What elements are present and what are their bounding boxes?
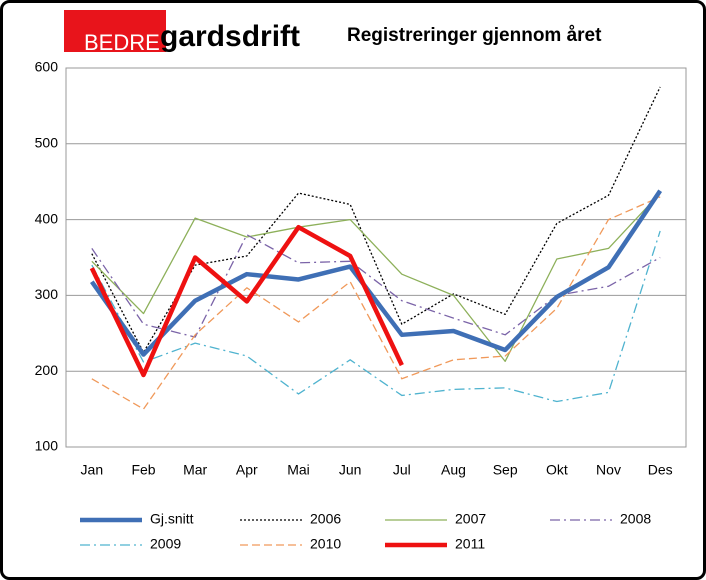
series-line [91, 86, 661, 353]
x-tick-label: Jan [81, 462, 104, 478]
legend-label: 2010 [310, 536, 341, 552]
x-tick-label: Sep [493, 462, 518, 478]
legend-label: 2008 [620, 511, 651, 527]
plot-area [65, 67, 687, 448]
x-tick-label: Jun [339, 462, 362, 478]
x-tick-label: Okt [546, 462, 568, 478]
series-line [91, 192, 661, 362]
x-tick-label: Feb [131, 462, 155, 478]
legend-label: 2006 [310, 511, 341, 527]
series-line [89, 224, 404, 378]
x-tick-label: Mai [287, 462, 310, 478]
x-tick-label: Des [648, 462, 673, 478]
x-tick-label: Mar [183, 462, 207, 478]
x-tick-label: Nov [596, 462, 621, 478]
series-line [91, 234, 661, 338]
legend-label: 2007 [455, 511, 486, 527]
legend-label: 2011 [455, 536, 485, 552]
x-tick-label: Jul [393, 462, 411, 478]
x-tick-label: Apr [236, 462, 258, 478]
y-tick-label: 200 [35, 362, 59, 378]
y-tick-label: 500 [35, 135, 59, 151]
logo-left: BEDRE [84, 30, 160, 55]
series-line [89, 189, 663, 357]
chart-title: Registreringer gjennom året [347, 25, 602, 46]
y-tick-label: 100 [35, 438, 59, 454]
logo-box [64, 10, 166, 52]
legend-label: Gj.snitt [150, 511, 194, 527]
x-tick-label: Aug [441, 462, 466, 478]
y-tick-label: 300 [35, 286, 59, 302]
y-tick-label: 600 [35, 59, 59, 75]
logo-right: gardsdrift [160, 20, 300, 53]
legend-label: 2009 [150, 536, 181, 552]
y-tick-label: 400 [35, 210, 59, 226]
